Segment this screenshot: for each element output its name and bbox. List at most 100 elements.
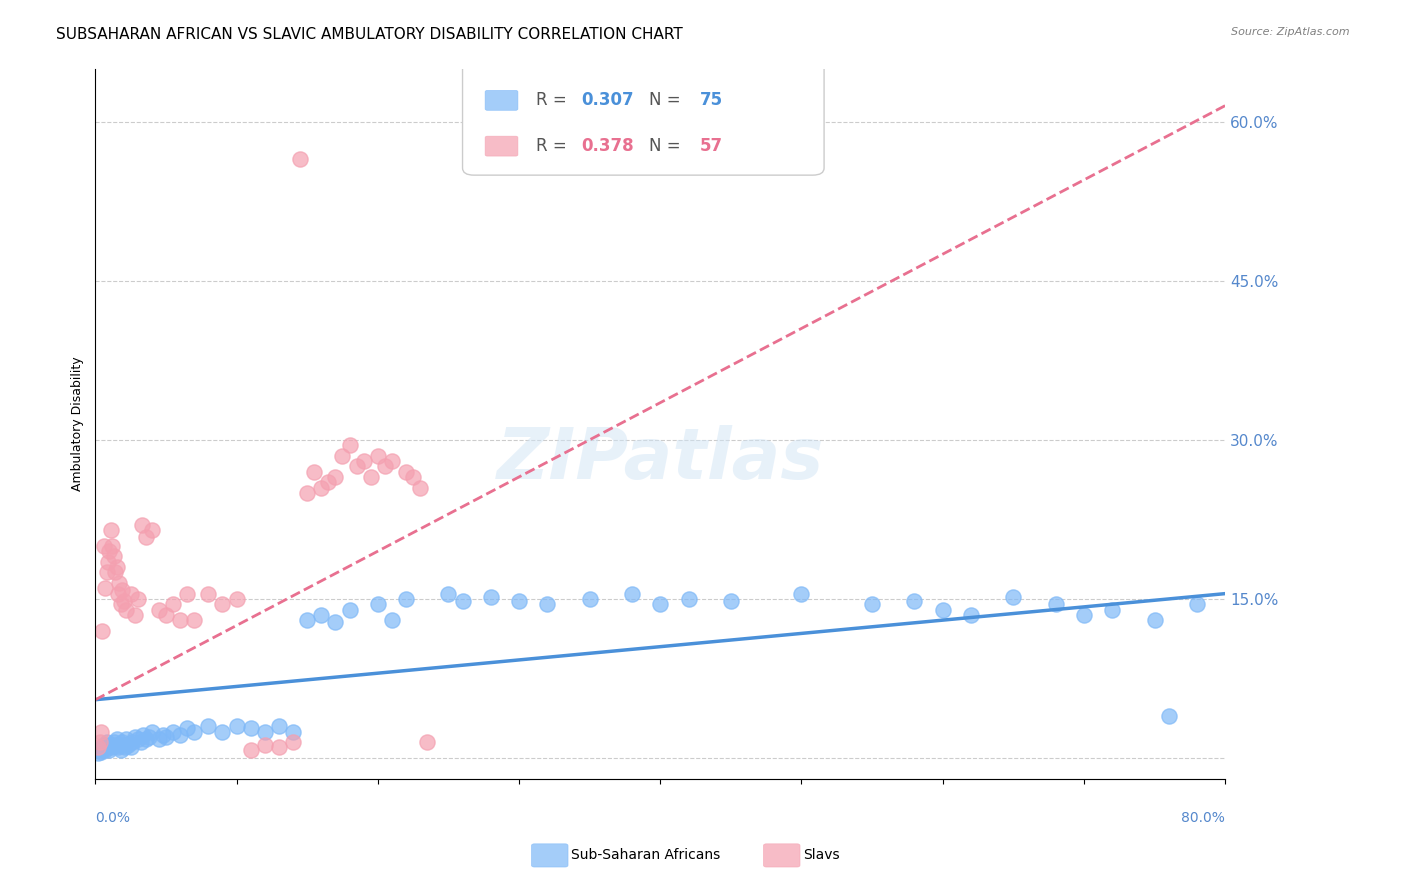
Point <box>650 597 672 611</box>
Point <box>960 607 983 622</box>
Point <box>360 470 382 484</box>
Point <box>374 459 396 474</box>
Point <box>110 742 132 756</box>
Point <box>105 731 128 746</box>
Point <box>1045 597 1067 611</box>
Point <box>183 613 205 627</box>
Point <box>325 615 347 630</box>
Point <box>111 583 134 598</box>
Point <box>152 728 174 742</box>
Point <box>339 438 361 452</box>
Text: R =: R = <box>536 137 572 155</box>
Point <box>110 597 132 611</box>
Text: N =: N = <box>650 91 686 110</box>
Point <box>253 724 276 739</box>
Point <box>395 591 418 606</box>
Point <box>129 735 152 749</box>
Point <box>103 549 125 564</box>
Point <box>135 731 157 746</box>
Point <box>169 613 191 627</box>
Point <box>197 719 219 733</box>
Point <box>90 724 112 739</box>
Text: SUBSAHARAN AFRICAN VS SLAVIC AMBULATORY DISABILITY CORRELATION CHART: SUBSAHARAN AFRICAN VS SLAVIC AMBULATORY … <box>56 27 683 42</box>
Point <box>124 730 146 744</box>
Point <box>239 722 262 736</box>
FancyBboxPatch shape <box>485 136 517 156</box>
Point <box>101 740 124 755</box>
Point <box>367 449 389 463</box>
Point <box>108 739 131 753</box>
Point <box>89 742 111 756</box>
Point <box>225 591 247 606</box>
Point <box>318 475 340 490</box>
Point <box>135 530 157 544</box>
Point <box>479 590 502 604</box>
Text: 0.307: 0.307 <box>581 91 634 110</box>
Point <box>211 724 233 739</box>
Point <box>91 624 114 638</box>
Point <box>117 739 139 753</box>
Point <box>111 735 134 749</box>
Point <box>295 486 318 500</box>
Point <box>124 607 146 622</box>
Point <box>381 613 404 627</box>
Point <box>381 454 404 468</box>
Text: ZIPatlas: ZIPatlas <box>496 425 824 494</box>
Point <box>395 465 418 479</box>
Point <box>253 739 276 753</box>
Point <box>89 735 111 749</box>
Text: 75: 75 <box>700 91 723 110</box>
Point <box>451 594 474 608</box>
Point <box>678 591 700 606</box>
Point <box>108 576 131 591</box>
Point <box>332 449 354 463</box>
Point <box>100 739 122 753</box>
Point <box>104 739 127 753</box>
Point <box>211 597 233 611</box>
Text: R =: R = <box>536 91 572 110</box>
Point <box>239 742 262 756</box>
Point <box>267 719 290 733</box>
Point <box>437 587 460 601</box>
Point <box>536 597 558 611</box>
Point <box>120 587 142 601</box>
Point <box>112 594 135 608</box>
Point <box>1073 607 1095 622</box>
Text: N =: N = <box>650 137 686 155</box>
Point <box>141 724 163 739</box>
Point <box>155 730 177 744</box>
Point <box>98 742 121 756</box>
Point <box>104 566 127 580</box>
Text: 0.0%: 0.0% <box>96 811 131 825</box>
Text: 80.0%: 80.0% <box>1181 811 1225 825</box>
Point <box>720 594 742 608</box>
Point <box>94 582 117 596</box>
Point <box>790 587 813 601</box>
Point <box>131 517 153 532</box>
Point <box>508 594 530 608</box>
Point <box>311 481 333 495</box>
Text: Slavs: Slavs <box>803 848 839 863</box>
Point <box>138 730 160 744</box>
Point <box>97 555 120 569</box>
Point <box>107 587 129 601</box>
Point <box>132 728 155 742</box>
Point <box>148 602 170 616</box>
Point <box>120 740 142 755</box>
Point <box>169 728 191 742</box>
Point <box>90 745 112 759</box>
Point <box>127 591 149 606</box>
Point <box>281 724 304 739</box>
Point <box>93 539 115 553</box>
Point <box>183 724 205 739</box>
Point <box>339 602 361 616</box>
Point <box>115 731 138 746</box>
Point <box>197 587 219 601</box>
Point <box>87 746 110 760</box>
FancyBboxPatch shape <box>463 62 824 175</box>
Point <box>311 607 333 622</box>
Point <box>225 719 247 733</box>
Text: 57: 57 <box>700 137 723 155</box>
Point <box>97 740 120 755</box>
Point <box>94 742 117 756</box>
